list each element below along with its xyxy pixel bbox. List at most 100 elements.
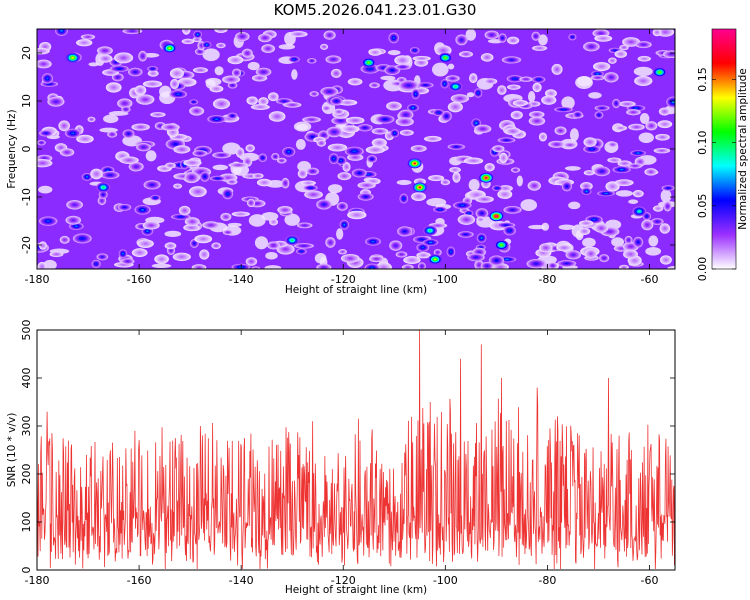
heatmap-cell — [568, 144, 572, 146]
spectrogram-y-label: Frequency (Hz) — [6, 109, 18, 188]
heatmap-cell — [280, 160, 283, 162]
heatmap-cell — [198, 152, 202, 154]
spectrogram-x-axis: -180 -160 -140 -120 -100 -80 -60 — [25, 29, 658, 286]
heatmap-low-region — [151, 263, 172, 269]
heatmap-cell — [249, 175, 253, 177]
heatmap-cell — [663, 31, 668, 34]
heatmap-low-region — [431, 62, 449, 77]
heatmap-hotspot — [433, 258, 437, 261]
heatmap-cell — [588, 141, 592, 144]
heatmap-cell — [190, 220, 194, 223]
heatmap-cell — [535, 113, 539, 116]
heatmap-cell — [176, 136, 181, 138]
snr-y-axis: 0 100 200 300 400 500 — [20, 320, 675, 574]
heatmap-cell — [421, 265, 423, 268]
heatmap-cell — [445, 115, 448, 118]
heatmap-cell — [541, 252, 546, 254]
heatmap-cell — [438, 209, 442, 211]
heatmap-cell — [80, 237, 85, 240]
heatmap-cell — [310, 135, 315, 138]
heatmap-cell — [619, 247, 623, 250]
heatmap-cell — [619, 53, 623, 55]
heatmap-cell — [663, 227, 666, 230]
heatmap-cell — [343, 223, 346, 226]
heatmap-cell — [599, 32, 603, 35]
heatmap-hotspot — [290, 239, 294, 242]
x-tick-label: -180 — [25, 273, 50, 286]
heatmap-low-region — [248, 214, 266, 227]
heatmap-cell — [310, 60, 313, 62]
heatmap-cell — [417, 195, 421, 198]
heatmap-cell — [406, 84, 411, 87]
heatmap-cell — [607, 230, 612, 233]
heatmap-cell — [357, 172, 361, 174]
heatmap-cell — [488, 166, 491, 169]
heatmap-cell — [311, 170, 315, 173]
heatmap-cell — [363, 127, 367, 129]
heatmap-cell — [518, 102, 522, 104]
heatmap-cell — [524, 78, 528, 80]
spectrogram-image — [37, 29, 675, 269]
x-tick-label: -100 — [433, 273, 458, 286]
heatmap-hotspot — [101, 186, 105, 189]
snr-panel: -180 -160 -140 -120 -100 -80 -60 0 100 200 300 400… — [6, 320, 676, 596]
heatmap-hotspot — [658, 71, 662, 74]
heatmap-cell — [192, 101, 195, 103]
heatmap-cell — [258, 77, 262, 79]
heatmap-low-region — [38, 185, 53, 194]
heatmap-low-region — [611, 237, 625, 247]
heatmap-cell — [505, 258, 509, 260]
heatmap-cell — [141, 55, 144, 58]
heatmap-cell — [532, 184, 536, 187]
heatmap-cell — [301, 245, 306, 247]
heatmap-cell — [154, 197, 157, 199]
heatmap-cell — [150, 183, 154, 186]
heatmap-cell — [303, 224, 307, 227]
heatmap-cell — [641, 79, 646, 82]
heatmap-cell — [176, 185, 179, 187]
heatmap-cell — [139, 89, 142, 92]
heatmap-cell — [477, 92, 479, 94]
heatmap-low-region — [638, 132, 654, 144]
heatmap-cell — [85, 176, 89, 178]
heatmap-cell — [233, 59, 237, 61]
heatmap-cell — [266, 47, 270, 50]
heatmap-cell — [584, 222, 588, 224]
heatmap-cell — [181, 175, 186, 177]
heatmap-cell — [159, 125, 162, 127]
heatmap-low-region — [639, 113, 650, 124]
heatmap-cell — [231, 84, 234, 86]
heatmap-cell — [219, 102, 224, 105]
heatmap-cell — [322, 134, 325, 137]
heatmap-cell — [103, 49, 107, 52]
heatmap-cell — [133, 71, 137, 73]
heatmap-cell — [538, 47, 542, 49]
heatmap-cell — [328, 34, 331, 37]
heatmap-cell — [619, 127, 622, 129]
heatmap-cell — [600, 170, 604, 173]
heatmap-cell — [475, 122, 478, 125]
heatmap-cell — [418, 90, 423, 92]
colorbar: 0.00 0.05 0.10 0.15 Normalized spectral amp… — [696, 28, 749, 281]
heatmap-cell — [669, 53, 674, 55]
heatmap-low-region — [558, 224, 575, 230]
heatmap-low-region — [336, 228, 344, 240]
heatmap-low-region — [159, 85, 172, 98]
heatmap-cell — [127, 132, 130, 135]
heatmap-low-region — [247, 61, 260, 71]
heatmap-low-region — [387, 50, 401, 56]
heatmap-cell — [509, 59, 514, 61]
heatmap-cell — [201, 238, 206, 240]
heatmap-cell — [611, 143, 614, 146]
heatmap-low-region — [582, 237, 596, 248]
heatmap-cell — [583, 230, 586, 233]
heatmap-cell — [311, 193, 316, 196]
heatmap-cell — [170, 249, 172, 252]
heatmap-cell — [197, 266, 201, 269]
heatmap-cell — [390, 69, 394, 72]
heatmap-cell — [478, 264, 481, 267]
heatmap-cell — [95, 263, 98, 265]
x-tick-label: -60 — [640, 273, 658, 286]
heatmap-cell — [272, 244, 275, 247]
heatmap-low-region — [569, 128, 579, 142]
